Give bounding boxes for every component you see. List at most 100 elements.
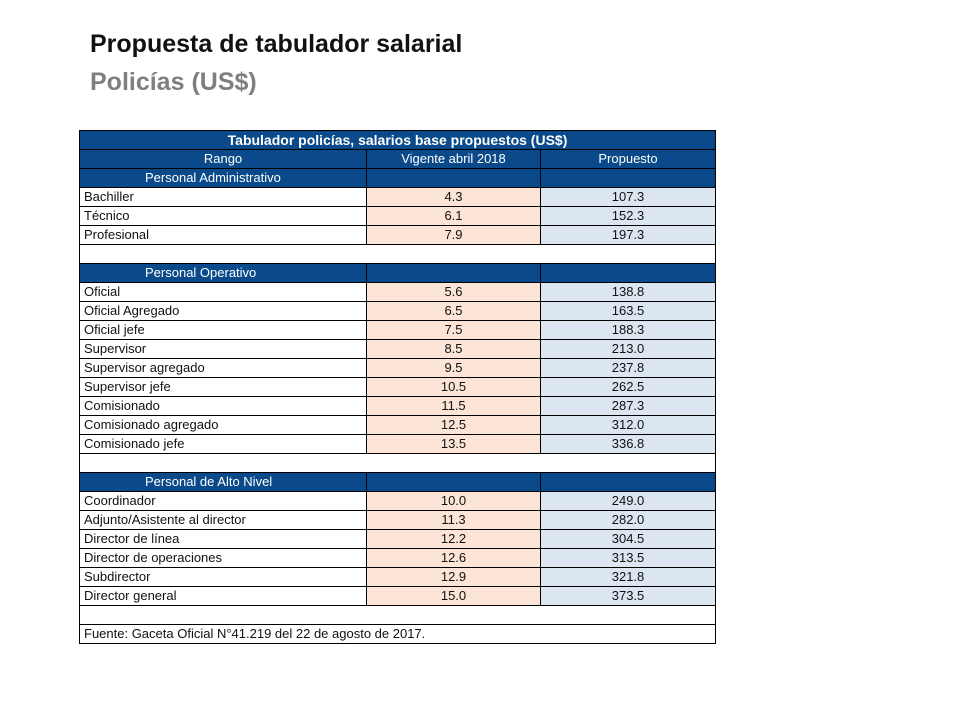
current-salary-cell: 10.0 bbox=[366, 491, 541, 511]
salary-table: Tabulador policías, salarios base propue… bbox=[78, 130, 717, 644]
rank-cell: Oficial Agregado bbox=[79, 301, 367, 321]
rank-cell: Adjunto/Asistente al director bbox=[79, 510, 367, 530]
proposed-salary-cell: 313.5 bbox=[539, 548, 717, 568]
table-row: Oficial Agregado 6.5 163.5 bbox=[79, 301, 717, 321]
spacer-row bbox=[78, 244, 717, 264]
section-header-row: Personal Administrativo bbox=[79, 168, 717, 188]
rank-cell: Subdirector bbox=[79, 567, 367, 587]
rank-cell: Profesional bbox=[79, 225, 367, 245]
section-filler-cell bbox=[366, 168, 541, 188]
source-note: Fuente: Gaceta Oficial N°41.219 del 22 d… bbox=[78, 624, 717, 644]
section-filler-cell bbox=[366, 263, 541, 283]
rank-cell: Supervisor bbox=[79, 339, 367, 359]
current-salary-cell: 12.9 bbox=[366, 567, 541, 587]
current-salary-cell: 4.3 bbox=[366, 187, 541, 207]
section-header-row: Personal de Alto Nivel bbox=[79, 472, 717, 492]
current-salary-cell: 6.1 bbox=[366, 206, 541, 226]
proposed-salary-cell: 163.5 bbox=[539, 301, 717, 321]
slide-title: Propuesta de tabulador salarial bbox=[90, 30, 463, 58]
rank-cell: Técnico bbox=[79, 206, 367, 226]
table-row: Profesional 7.9 197.3 bbox=[79, 225, 717, 245]
table-row: Técnico 6.1 152.3 bbox=[79, 206, 717, 226]
proposed-salary-cell: 249.0 bbox=[539, 491, 717, 511]
rank-cell: Oficial jefe bbox=[79, 320, 367, 340]
table-row: Director de operaciones 12.6 313.5 bbox=[79, 548, 717, 568]
table-row: Director general 15.0 373.5 bbox=[79, 586, 717, 606]
spacer-cell bbox=[78, 605, 717, 625]
current-salary-cell: 9.5 bbox=[366, 358, 541, 378]
current-salary-cell: 11.3 bbox=[366, 510, 541, 530]
section-header-row: Personal Operativo bbox=[79, 263, 717, 283]
table-row: Comisionado jefe 13.5 336.8 bbox=[79, 434, 717, 454]
table-row: Bachiller 4.3 107.3 bbox=[79, 187, 717, 207]
rank-cell: Comisionado jefe bbox=[79, 434, 367, 454]
current-salary-cell: 15.0 bbox=[366, 586, 541, 606]
proposed-salary-cell: 152.3 bbox=[539, 206, 717, 226]
table-row: Oficial 5.6 138.8 bbox=[79, 282, 717, 302]
section-filler-cell bbox=[539, 263, 717, 283]
rank-cell: Director de operaciones bbox=[79, 548, 367, 568]
section-title: Personal Operativo bbox=[79, 263, 367, 283]
table-row: Comisionado 11.5 287.3 bbox=[79, 396, 717, 416]
current-salary-cell: 12.5 bbox=[366, 415, 541, 435]
column-header-row: Rango Vigente abril 2018 Propuesto bbox=[79, 149, 717, 169]
proposed-salary-cell: 321.8 bbox=[539, 567, 717, 587]
spacer-cell bbox=[78, 453, 717, 473]
rank-cell: Director de línea bbox=[79, 529, 367, 549]
table-title-row: Tabulador policías, salarios base propue… bbox=[78, 130, 717, 150]
slide-subtitle: Policías (US$) bbox=[90, 68, 257, 96]
table-row: Supervisor 8.5 213.0 bbox=[79, 339, 717, 359]
rank-cell: Oficial bbox=[79, 282, 367, 302]
rank-cell: Director general bbox=[79, 586, 367, 606]
current-salary-cell: 5.6 bbox=[366, 282, 541, 302]
rank-cell: Supervisor jefe bbox=[79, 377, 367, 397]
spacer-row bbox=[78, 605, 717, 625]
table-row: Supervisor agregado 9.5 237.8 bbox=[79, 358, 717, 378]
spacer-row bbox=[78, 453, 717, 473]
current-salary-cell: 7.5 bbox=[366, 320, 541, 340]
current-salary-cell: 8.5 bbox=[366, 339, 541, 359]
proposed-salary-cell: 213.0 bbox=[539, 339, 717, 359]
proposed-salary-cell: 107.3 bbox=[539, 187, 717, 207]
spacer-cell bbox=[78, 244, 717, 264]
proposed-salary-cell: 304.5 bbox=[539, 529, 717, 549]
rank-cell: Comisionado bbox=[79, 396, 367, 416]
section-title: Personal Administrativo bbox=[79, 168, 367, 188]
current-salary-cell: 10.5 bbox=[366, 377, 541, 397]
table-row: Director de línea 12.2 304.5 bbox=[79, 529, 717, 549]
salary-table-body: Tabulador policías, salarios base propue… bbox=[78, 130, 717, 644]
table-row: Adjunto/Asistente al director 11.3 282.0 bbox=[79, 510, 717, 530]
current-salary-cell: 13.5 bbox=[366, 434, 541, 454]
current-salary-cell: 7.9 bbox=[366, 225, 541, 245]
proposed-salary-cell: 138.8 bbox=[539, 282, 717, 302]
column-header-propuesto: Propuesto bbox=[539, 149, 717, 169]
proposed-salary-cell: 282.0 bbox=[539, 510, 717, 530]
current-salary-cell: 12.2 bbox=[366, 529, 541, 549]
current-salary-cell: 12.6 bbox=[366, 548, 541, 568]
table-row: Supervisor jefe 10.5 262.5 bbox=[79, 377, 717, 397]
proposed-salary-cell: 197.3 bbox=[539, 225, 717, 245]
proposed-salary-cell: 237.8 bbox=[539, 358, 717, 378]
rank-cell: Bachiller bbox=[79, 187, 367, 207]
proposed-salary-cell: 188.3 bbox=[539, 320, 717, 340]
section-filler-cell bbox=[539, 472, 717, 492]
current-salary-cell: 11.5 bbox=[366, 396, 541, 416]
source-row: Fuente: Gaceta Oficial N°41.219 del 22 d… bbox=[78, 624, 717, 644]
proposed-salary-cell: 262.5 bbox=[539, 377, 717, 397]
table-row: Subdirector 12.9 321.8 bbox=[79, 567, 717, 587]
section-filler-cell bbox=[366, 472, 541, 492]
table-row: Coordinador 10.0 249.0 bbox=[79, 491, 717, 511]
proposed-salary-cell: 287.3 bbox=[539, 396, 717, 416]
proposed-salary-cell: 373.5 bbox=[539, 586, 717, 606]
proposed-salary-cell: 336.8 bbox=[539, 434, 717, 454]
rank-cell: Comisionado agregado bbox=[79, 415, 367, 435]
proposed-salary-cell: 312.0 bbox=[539, 415, 717, 435]
table-title: Tabulador policías, salarios base propue… bbox=[78, 130, 717, 150]
section-title: Personal de Alto Nivel bbox=[79, 472, 367, 492]
column-header-vigente: Vigente abril 2018 bbox=[366, 149, 541, 169]
column-header-rango: Rango bbox=[79, 149, 367, 169]
rank-cell: Supervisor agregado bbox=[79, 358, 367, 378]
current-salary-cell: 6.5 bbox=[366, 301, 541, 321]
section-filler-cell bbox=[539, 168, 717, 188]
table-row: Oficial jefe 7.5 188.3 bbox=[79, 320, 717, 340]
